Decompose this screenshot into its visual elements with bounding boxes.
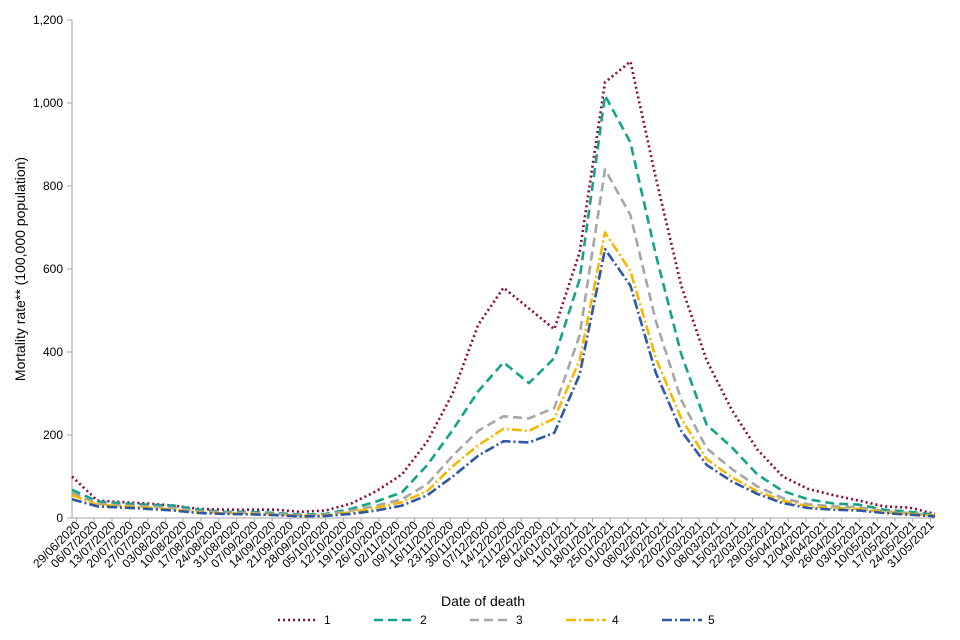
series-lines: [71, 60, 936, 518]
x-axis-ticks: 29/06/202006/07/202013/07/202020/07/2020…: [30, 518, 937, 571]
series-line-4: [71, 231, 936, 518]
legend-label-2: 2: [420, 613, 427, 627]
y-tick-label: 1,000: [33, 96, 63, 110]
series-line-3: [71, 168, 936, 517]
x-axis-title: Date of death: [441, 593, 525, 609]
y-axis-ticks: 0 200 400 600 800 1,000 1,200: [33, 13, 72, 525]
y-tick-label: 0: [56, 511, 63, 525]
series-line-5: [71, 247, 936, 518]
legend-label-5: 5: [708, 613, 715, 627]
y-axis-title: Mortality rate** (100,000 population): [12, 157, 28, 381]
legend: 1 2 3 4 5: [278, 613, 715, 627]
y-tick-label: 400: [43, 345, 63, 359]
y-tick-label: 1,200: [33, 13, 63, 27]
legend-label-1: 1: [324, 613, 331, 627]
y-tick-label: 200: [43, 428, 63, 442]
series-line-2: [71, 94, 936, 516]
y-tick-label: 600: [43, 262, 63, 276]
legend-label-4: 4: [612, 613, 619, 627]
series-line-1: [71, 60, 936, 516]
legend-label-3: 3: [516, 613, 523, 627]
y-tick-label: 800: [43, 179, 63, 193]
